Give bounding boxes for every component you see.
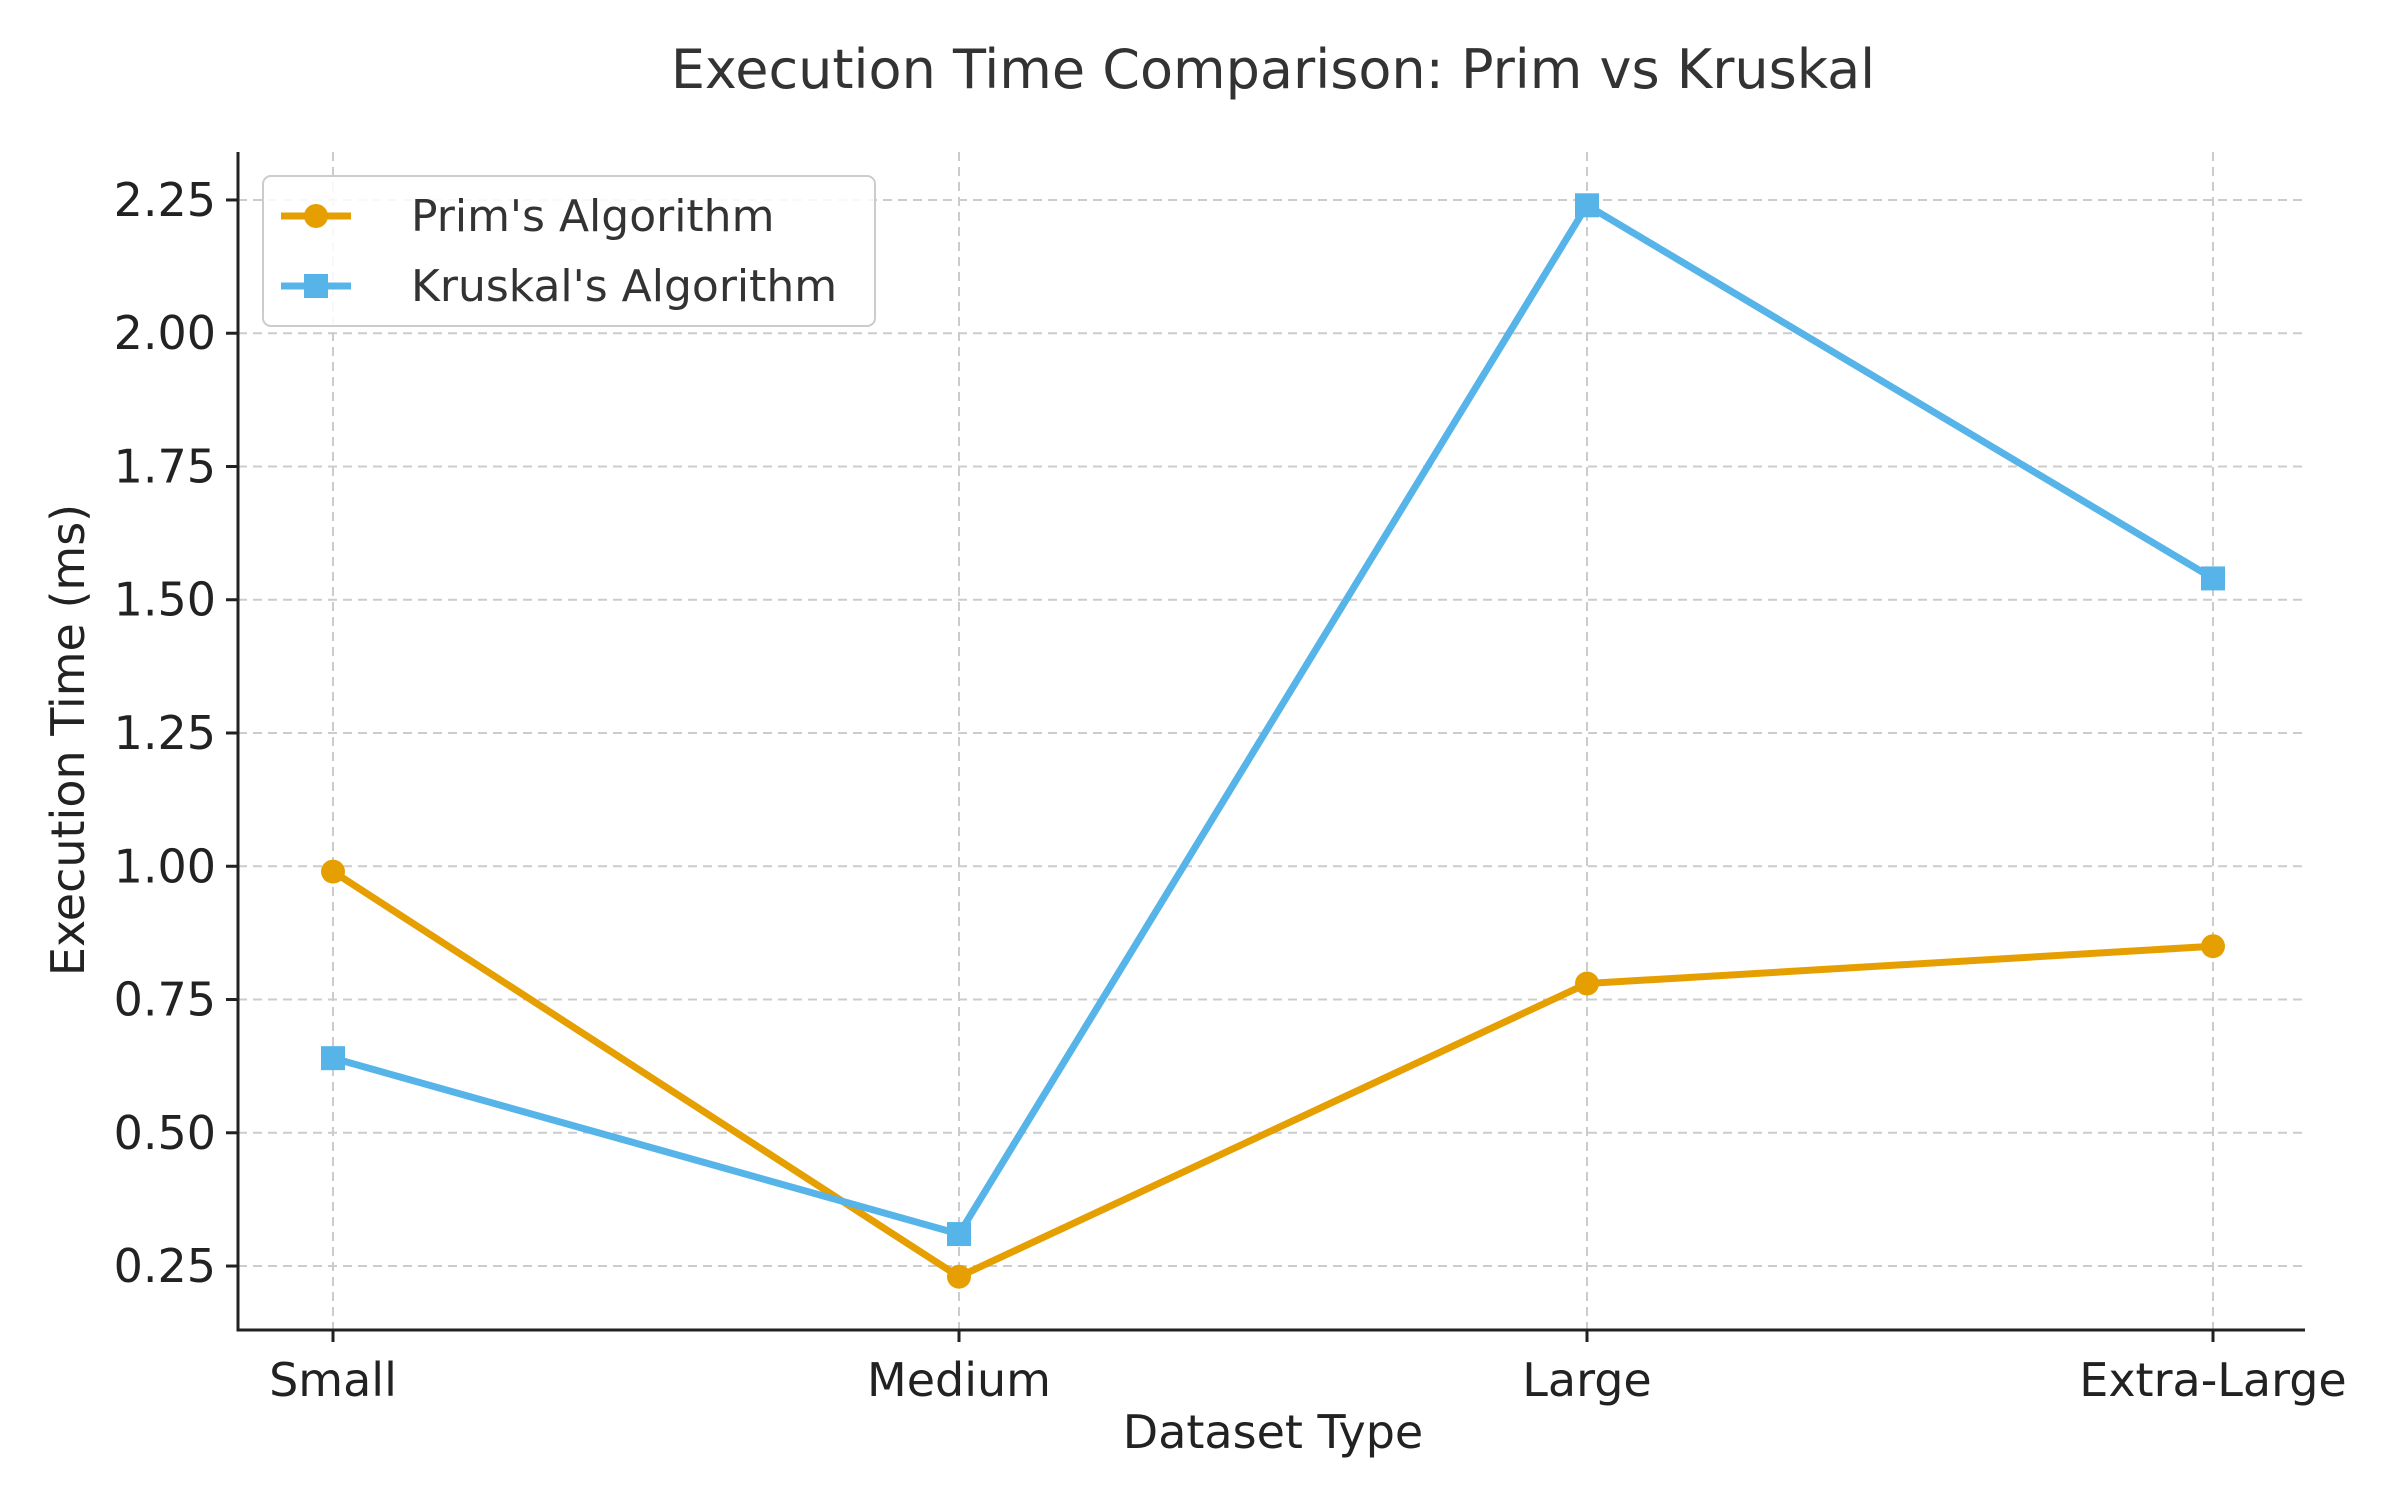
series-kruskal (321, 193, 2225, 1247)
data-point (1575, 971, 1599, 996)
x-tick-label: Medium (867, 1353, 1051, 1407)
y-tick-label: 0.25 (114, 1239, 216, 1293)
x-axis-label: Dataset Type (1123, 1405, 1423, 1459)
legend-label: Prim's Algorithm (411, 191, 774, 242)
y-tick-label: 1.25 (114, 706, 216, 760)
grid (238, 152, 2305, 1330)
y-tick-label: 1.00 (114, 839, 216, 893)
y-tick-label: 1.75 (114, 439, 216, 493)
data-point (2201, 566, 2225, 591)
data-point (1575, 193, 1599, 218)
legend-item: Prim's Algorithm (281, 191, 774, 242)
x-tick-label: Large (1522, 1353, 1651, 1407)
series-line (329, 868, 2217, 1281)
legend-item: Kruskal's Algorithm (281, 261, 837, 312)
axis-spines (236, 152, 2305, 1332)
legend-box (262, 175, 876, 327)
data-point (321, 859, 345, 884)
series-line (329, 201, 2217, 1238)
data-point (947, 1264, 971, 1289)
legend-label: Kruskal's Algorithm (411, 261, 837, 312)
data-point (321, 1046, 345, 1071)
legend: Prim's Algorithm Kruskal's Algorithm (262, 175, 876, 327)
series-prim (321, 859, 2225, 1289)
legend-marker (304, 204, 328, 228)
y-tick-label: 2.00 (114, 306, 216, 360)
x-tick-label: Small (269, 1353, 397, 1407)
data-point (2201, 934, 2225, 959)
y-tick-label: 2.25 (114, 173, 216, 227)
data-point (947, 1222, 971, 1247)
axes: 0.25 0.50 0.75 1.00 1.25 1.50 1.75 2.00 2.25 Smal… (114, 152, 2347, 1407)
chart-title: Execution Time Comparison: Prim vs Krusk… (671, 38, 1875, 101)
y-axis-label: Execution Time (ms) (41, 504, 95, 976)
x-tick-label: Extra-Large (2079, 1353, 2346, 1407)
y-tick-label: 1.50 (114, 573, 216, 627)
series-layer (321, 193, 2225, 1289)
legend-marker (304, 274, 328, 298)
y-tick-label: 0.75 (114, 973, 216, 1027)
y-tick-label: 0.50 (114, 1106, 216, 1160)
